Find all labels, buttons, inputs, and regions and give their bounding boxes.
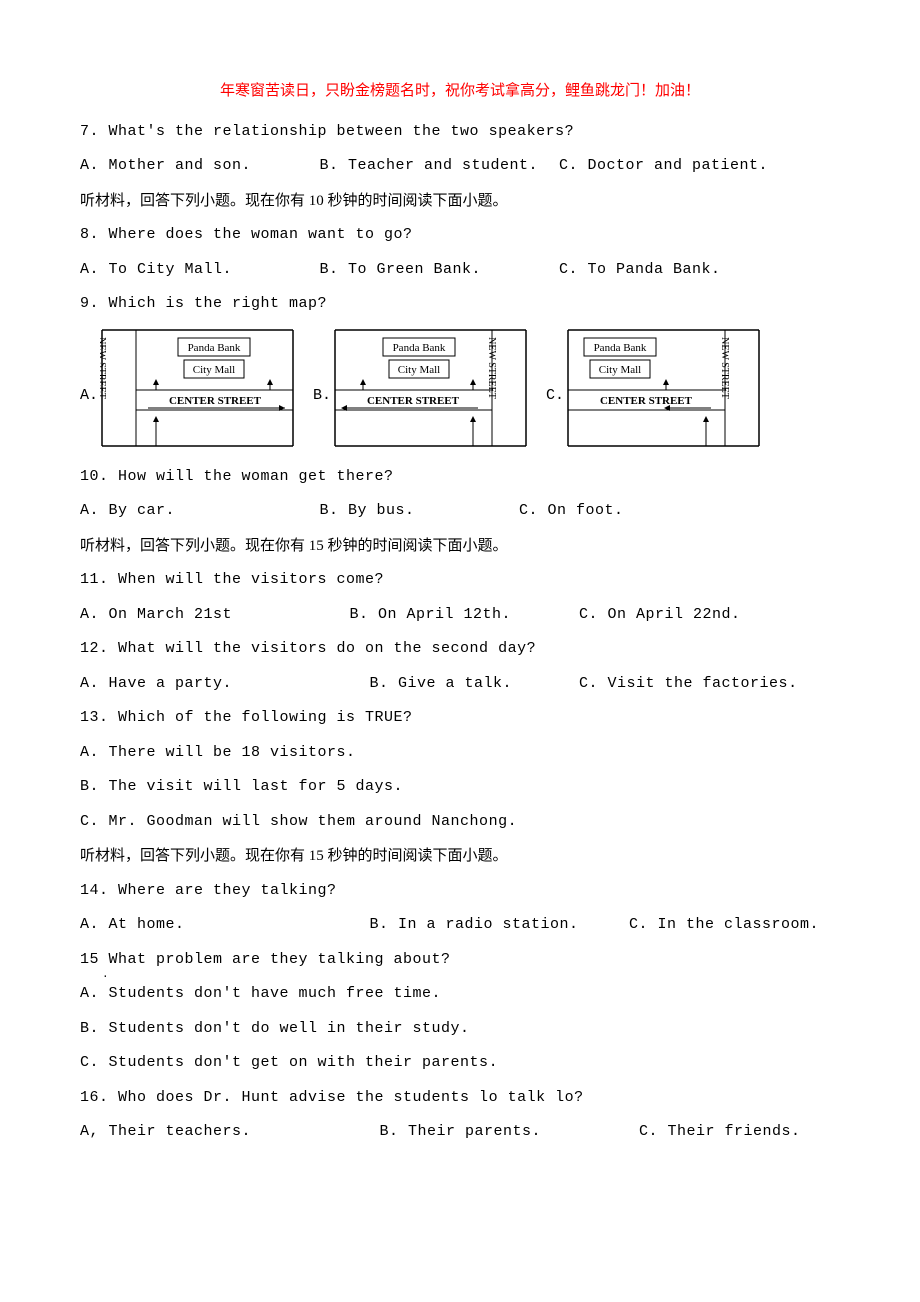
instruction-8: 听材料，回答下列小题。现在你有 10 秒钟的时间阅读下面小题。 [80,190,840,213]
question-16-options: A, Their teachers. B. Their parents. C. … [80,1121,840,1144]
instruction-11: 听材料，回答下列小题。现在你有 15 秒钟的时间阅读下面小题。 [80,535,840,558]
question-15-text: 15 What problem are they talking about? [80,951,451,968]
question-10-options: A. By car. B. By bus. C. On foot. [80,500,840,523]
question-16: 16. Who does Dr. Hunt advise the student… [80,1087,840,1110]
option-10c: C. On foot. [519,500,624,523]
question-10: 10. How will the woman get there? [80,466,840,489]
option-10b: B. By bus. [320,500,510,523]
question-15: 15 What problem are they talking about? … [80,949,840,972]
svg-text:City Mall: City Mall [193,364,235,376]
option-7c: C. Doctor and patient. [559,155,768,178]
option-7b: B. Teacher and student. [320,155,550,178]
option-14a: A. At home. [80,914,360,937]
option-15b: B. Students don't do well in their study… [80,1018,840,1041]
svg-text:CENTER STREET: CENTER STREET [600,395,693,407]
question-9-maps: A. NEW STREET CENTER STREET Panda Bank C… [80,328,840,448]
question-14: 14. Where are they talking? [80,880,840,903]
question-12-options: A. Have a party. B. Give a talk. C. Visi… [80,673,840,696]
svg-text:City Mall: City Mall [398,364,440,376]
question-12: 12. What will the visitors do on the sec… [80,638,840,661]
option-8b: B. To Green Bank. [320,259,550,282]
option-13b: B. The visit will last for 5 days. [80,776,840,799]
question-8: 8. Where does the woman want to go? [80,224,840,247]
svg-text:CENTER STREET: CENTER STREET [169,395,262,407]
option-15c: C. Students don't get on with their pare… [80,1052,840,1075]
option-9b-label: B. [313,385,331,448]
option-8c: C. To Panda Bank. [559,259,721,282]
option-12a: A. Have a party. [80,673,360,696]
question-11-options: A. On March 21st B. On April 12th. C. On… [80,604,840,627]
svg-text:Panda Bank: Panda Bank [594,342,647,354]
page-header: 年寒窗苦读日，只盼金榜题名时，祝你考试拿高分，鲤鱼跳龙门！加油！ [80,80,840,103]
question-14-options: A. At home. B. In a radio station. C. In… [80,914,840,937]
map-diagram-b: NEW STREET CENTER STREET Panda Bank City… [333,328,528,448]
question-7-options: A. Mother and son. B. Teacher and studen… [80,155,840,178]
question-13-options: A. There will be 18 visitors. B. The vis… [80,742,840,834]
option-15a: A. Students don't have much free time. [80,983,840,1006]
question-15-options: A. Students don't have much free time. B… [80,983,840,1075]
svg-text:CENTER STREET: CENTER STREET [367,395,460,407]
option-16a: A, Their teachers. [80,1121,370,1144]
option-14c: C. In the classroom. [629,914,819,937]
document-page: 年寒窗苦读日，只盼金榜题名时，祝你考试拿高分，鲤鱼跳龙门！加油！ 7. What… [0,0,920,1216]
map-diagram-c: NEW STREET CENTER STREET Panda Bank City… [566,328,761,448]
question-8-options: A. To City Mall. B. To Green Bank. C. To… [80,259,840,282]
option-10a: A. By car. [80,500,310,523]
option-9a-label: A. [80,385,98,448]
svg-text:City Mall: City Mall [599,364,641,376]
option-11b: B. On April 12th. [350,604,570,627]
option-7a: A. Mother and son. [80,155,310,178]
option-9c-label: C. [546,385,564,448]
question-11: 11. When will the visitors come? [80,569,840,592]
option-13c: C. Mr. Goodman will show them around Nan… [80,811,840,834]
question-7: 7. What's the relationship between the t… [80,121,840,144]
svg-text:NEW STREET: NEW STREET [100,337,107,399]
svg-text:Panda Bank: Panda Bank [188,342,241,354]
option-16b: B. Their parents. [380,1121,630,1144]
option-16c: C. Their friends. [639,1121,801,1144]
option-13a: A. There will be 18 visitors. [80,742,840,765]
option-14b: B. In a radio station. [370,914,620,937]
option-8a: A. To City Mall. [80,259,310,282]
option-11c: C. On April 22nd. [579,604,741,627]
instruction-14: 听材料，回答下列小题。现在你有 15 秒钟的时间阅读下面小题。 [80,845,840,868]
option-12c: C. Visit the factories. [579,673,798,696]
option-11a: A. On March 21st [80,604,340,627]
stray-dot-icon: . [102,967,109,984]
option-12b: B. Give a talk. [370,673,570,696]
question-9: 9. Which is the right map? [80,293,840,316]
svg-text:Panda Bank: Panda Bank [393,342,446,354]
map-diagram-a: NEW STREET CENTER STREET Panda Bank City… [100,328,295,448]
question-13: 13. Which of the following is TRUE? [80,707,840,730]
